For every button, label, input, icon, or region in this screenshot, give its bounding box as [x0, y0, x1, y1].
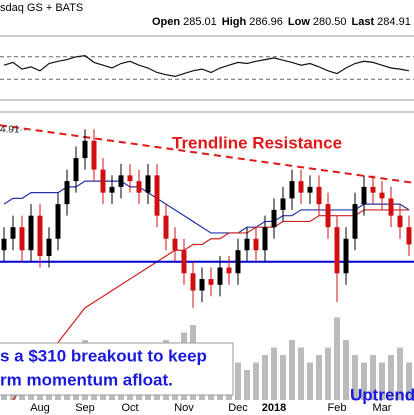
x-tick-label: Aug — [30, 402, 50, 414]
candle-body — [352, 204, 358, 239]
candle-body — [10, 227, 16, 239]
moving-average — [12, 209, 409, 400]
x-tick-label: Nov — [174, 402, 194, 414]
volume-bar — [370, 355, 376, 400]
volume-bar — [280, 355, 286, 400]
candle-body — [118, 175, 124, 187]
candle-body — [316, 186, 322, 205]
candle-body — [64, 181, 70, 205]
volume-bar — [379, 362, 385, 400]
x-tick-label: Sep — [75, 402, 95, 414]
price-tag: 4.91 — [0, 125, 20, 136]
candle-body — [406, 227, 412, 245]
candle-body — [253, 238, 259, 251]
quote-value: 280.50 — [313, 16, 347, 28]
candle-body — [307, 186, 313, 193]
moving-average — [3, 180, 410, 234]
volume-bar — [253, 362, 259, 400]
candle-body — [271, 209, 277, 228]
candle-body — [73, 158, 79, 182]
candle-body — [397, 215, 403, 228]
candle-body — [217, 267, 223, 285]
candle-body — [289, 181, 295, 199]
volume-bar — [406, 362, 412, 400]
candle-body — [109, 186, 115, 193]
volume-bar — [316, 355, 322, 400]
volume-bar — [298, 347, 304, 400]
candle-body — [28, 215, 34, 251]
x-tick-label: Dec — [228, 402, 248, 414]
quote: Open285.01High286.96Low280.50Last284.91V… — [152, 16, 414, 28]
volume-bar — [289, 340, 295, 400]
volume-bar — [262, 355, 268, 400]
candle-body — [55, 204, 61, 239]
candle-body — [172, 238, 178, 251]
volume-bar — [271, 347, 277, 400]
candle-body — [280, 198, 286, 210]
quote-value: 285.01 — [183, 16, 217, 28]
x-tick-label: Oct — [121, 402, 138, 414]
candle-body — [37, 215, 43, 256]
volume-bar — [352, 355, 358, 400]
candle-body — [343, 238, 349, 274]
candle-body — [235, 250, 241, 274]
candle-body — [334, 227, 340, 274]
quote-label: Low — [288, 16, 310, 28]
candle-body — [136, 181, 142, 193]
volume-bar — [325, 347, 331, 400]
x-tick-label: Feb — [328, 402, 347, 414]
candle-body — [1, 238, 7, 251]
volume-bar — [361, 362, 367, 400]
candle-body — [163, 215, 169, 239]
uptrend-label: Uptrend — [350, 385, 414, 404]
candle-body — [145, 175, 151, 193]
candle-body — [388, 198, 394, 216]
annotation-text: rm momentum afloat. — [0, 370, 173, 389]
volume-bar — [343, 340, 349, 400]
candle-body — [361, 186, 367, 205]
volume-bar — [388, 355, 394, 400]
candle-body — [226, 267, 232, 274]
quote-label: High — [222, 16, 247, 28]
quote-label: Last — [352, 16, 375, 28]
volume-bar — [334, 317, 340, 400]
quote-label: Open — [152, 16, 180, 28]
source: sdaq GS + BATS — [0, 2, 83, 14]
candle-body — [154, 175, 160, 216]
volume-bar — [397, 347, 403, 400]
candle-body — [298, 181, 304, 193]
resistance-line — [0, 124, 414, 184]
x-tick-label: 2018 — [262, 402, 286, 414]
annotation-box — [0, 342, 234, 396]
candle-body — [325, 204, 331, 228]
volume-bar — [235, 362, 241, 400]
annotation-text: s a $310 breakout to keep — [0, 346, 207, 365]
candle-body — [46, 238, 52, 256]
candle-body — [82, 140, 88, 159]
candle-body — [370, 186, 376, 193]
candle-body — [190, 273, 196, 291]
quote-value: 284.91 — [377, 16, 411, 28]
volume-bar — [307, 362, 313, 400]
candle-body — [181, 250, 187, 274]
resistance-label: Trendline Resistance — [172, 133, 342, 152]
volume-bar — [244, 370, 250, 400]
oscillator-line — [3, 55, 410, 78]
candle-body — [244, 238, 250, 251]
quote-value: 286.96 — [249, 16, 283, 28]
candle-body — [127, 175, 133, 182]
candle-body — [199, 279, 205, 291]
x-tick-label: Mar — [373, 402, 392, 414]
candle-body — [19, 227, 25, 251]
candle-body — [262, 227, 268, 251]
candle-body — [100, 169, 106, 193]
candle-body — [91, 140, 97, 170]
candle-body — [208, 279, 214, 285]
candle-body — [379, 192, 385, 199]
